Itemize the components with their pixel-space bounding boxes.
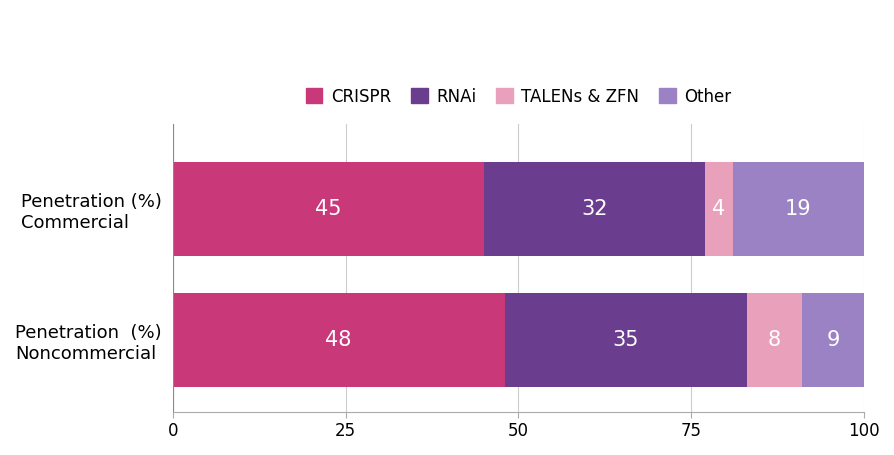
- Text: 48: 48: [325, 330, 351, 350]
- Bar: [484, 162, 704, 256]
- Bar: [732, 162, 864, 256]
- Text: 19: 19: [784, 199, 811, 219]
- Legend: CRISPR, RNAi, TALENs & ZFN, Other: CRISPR, RNAi, TALENs & ZFN, Other: [299, 81, 737, 112]
- Text: 4: 4: [712, 199, 725, 219]
- Bar: [704, 162, 732, 256]
- Bar: [801, 293, 864, 387]
- Text: 9: 9: [825, 330, 839, 350]
- Text: 8: 8: [767, 330, 780, 350]
- Bar: [173, 293, 504, 387]
- Bar: [504, 293, 746, 387]
- Bar: [746, 293, 801, 387]
- Text: 35: 35: [611, 330, 638, 350]
- Bar: [173, 162, 484, 256]
- Text: 45: 45: [315, 199, 342, 219]
- Text: 32: 32: [580, 199, 607, 219]
